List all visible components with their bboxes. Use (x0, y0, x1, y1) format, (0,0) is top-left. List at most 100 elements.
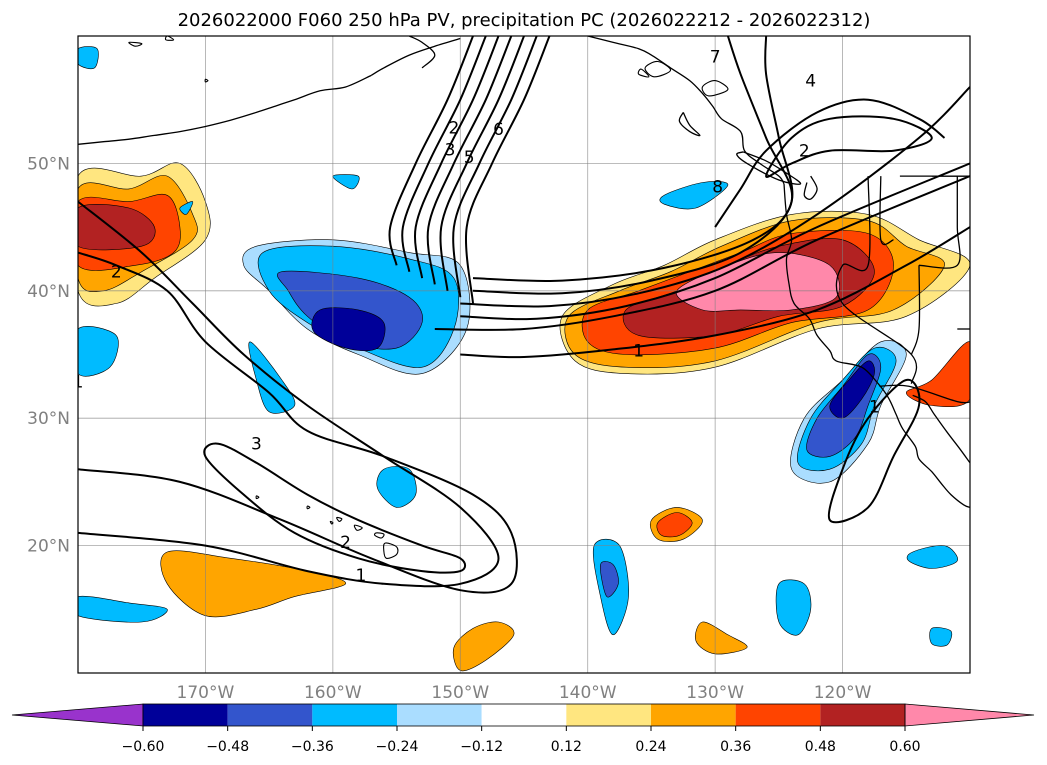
lat-tick-label: 40°N (27, 282, 70, 302)
pv-contour (714, 98, 946, 228)
colorbar-tick-label: −0.60 (122, 739, 165, 755)
island-outline (164, 36, 175, 41)
precip-region (311, 307, 386, 352)
colorbar-swatch (566, 704, 651, 726)
colorbar-labels: −0.60 −0.48 −0.36 −0.24 −0.12 0.12 0.24 0.36 0.4… (122, 739, 921, 755)
colorbar-outline (142, 703, 906, 727)
lon-tick-label: 140°W (559, 683, 617, 703)
colorbar-swatch (227, 704, 313, 726)
pv-contour (439, 36, 525, 291)
island-outline (383, 542, 399, 559)
island-outline (644, 60, 672, 78)
island-outline (374, 532, 385, 539)
island-outline (336, 516, 343, 522)
colorbar-swatch (397, 704, 482, 726)
pv-contour (78, 251, 518, 594)
coastline-layer (78, 36, 970, 559)
colorbar-swatch (481, 704, 567, 726)
lon-tick-label: 130°W (686, 683, 744, 703)
coastline (587, 36, 785, 185)
contour-label: 3 (445, 140, 456, 160)
island-outline (204, 78, 209, 83)
contour-label: 2 (340, 533, 351, 553)
island-outline (353, 524, 363, 531)
precip-region (78, 46, 99, 70)
chart-title: 2026022000 F060 250 hPa PV, precipitatio… (178, 10, 871, 31)
precip-region (600, 561, 619, 598)
coastline (910, 265, 921, 355)
lon-tick-label: 150°W (431, 683, 489, 703)
longitude-labels: 170°W 160°W 150°W 140°W 130°W 120°W (177, 683, 872, 703)
pv-contour-layer (78, 36, 970, 594)
colorbar-swatch (735, 704, 821, 726)
colorbar-tick-label: 0.48 (805, 739, 836, 755)
lon-tick-label: 120°W (814, 683, 872, 703)
contour-label: 5 (464, 148, 475, 168)
coastline (879, 176, 894, 246)
colorbar-tick-label: 0.36 (720, 739, 751, 755)
pv-contour (472, 36, 794, 283)
pv-contour (472, 36, 794, 295)
contour-label: 1 (355, 566, 366, 586)
colorbar-tick-label: 0.24 (635, 739, 666, 755)
island-outline (329, 520, 334, 525)
contour-label: 2 (111, 263, 122, 283)
pv-contour (414, 36, 500, 279)
colorbar-tick-label: −0.12 (460, 739, 503, 755)
coastline (678, 112, 701, 137)
colorbar-swatch (651, 704, 736, 726)
precip-region (656, 512, 693, 538)
pv-contour (460, 162, 970, 321)
precip-region (160, 550, 346, 618)
island-outline (128, 41, 143, 47)
lon-tick-label: 160°W (304, 683, 362, 703)
contour-label: 1 (73, 372, 84, 392)
precip-region (929, 627, 953, 647)
coastline (918, 176, 961, 269)
contour-label: 4 (805, 72, 816, 92)
pv-contour (203, 442, 467, 574)
coastline (835, 176, 918, 384)
precip-region (78, 595, 168, 623)
precip-region (332, 174, 360, 190)
colorbar-tick-label: −0.24 (376, 739, 419, 755)
contour-label: 7 (710, 47, 721, 67)
colorbar-tick-label: 0.12 (551, 739, 582, 755)
contour-label: 1 (869, 398, 880, 418)
contour-label: 1 (633, 342, 644, 362)
grid-layer (78, 36, 970, 673)
coastline (879, 384, 970, 404)
contour-label: 2 (799, 142, 810, 162)
contour-label: 2 (449, 119, 460, 139)
pv-contour (465, 36, 551, 304)
coastline (736, 151, 802, 185)
colorbar-tick-label: −0.36 (291, 739, 334, 755)
pv-contour (426, 36, 513, 285)
colorbar (11, 703, 1035, 731)
precip-region (376, 466, 417, 508)
pv-contour (388, 36, 474, 266)
contour-label: 3 (251, 435, 262, 455)
colorbar-tick-label: 0.60 (889, 739, 920, 755)
colorbar-swatch (143, 704, 228, 726)
pv-contour (401, 36, 487, 272)
colorbar-swatch (312, 704, 397, 726)
latitude-labels: 20°N 30°N 40°N 50°N (27, 154, 70, 556)
island-outline (306, 505, 311, 510)
precip-region (695, 621, 748, 655)
pv-contour (434, 175, 970, 331)
precip-region (78, 326, 119, 377)
lat-tick-label: 50°N (27, 154, 70, 174)
coastline (783, 183, 970, 509)
lat-tick-label: 20°N (27, 537, 70, 557)
coastline (803, 175, 818, 200)
pv-contour (460, 86, 970, 308)
island-outline (637, 68, 650, 78)
map-frame (77, 35, 971, 674)
colorbar-extend-low (11, 703, 144, 727)
pv-contour (452, 36, 538, 298)
precip-fill-layer (78, 46, 970, 672)
lon-tick-label: 170°W (177, 683, 235, 703)
